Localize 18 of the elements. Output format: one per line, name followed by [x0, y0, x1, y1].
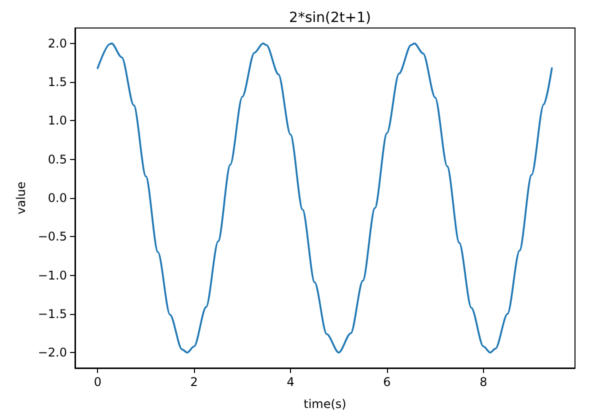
- x-tick-label: 2: [190, 375, 198, 389]
- y-tick-label: −2.0: [38, 346, 67, 360]
- y-tick-label: 0.5: [48, 152, 67, 166]
- x-tick-label: 0: [94, 375, 102, 389]
- x-tick-label: 8: [480, 375, 488, 389]
- x-tick-label: 4: [286, 375, 294, 389]
- chart-title: 2*sin(2t+1): [289, 10, 371, 26]
- y-tick-label: 1.0: [48, 114, 67, 128]
- x-tick-label: 6: [383, 375, 391, 389]
- y-tick-label: 1.5: [48, 75, 67, 90]
- y-axis-title: value: [14, 182, 28, 214]
- y-tick-label: −0.5: [38, 230, 67, 244]
- y-tick-label: 2.0: [48, 36, 67, 50]
- y-tick-label: −1.0: [38, 268, 67, 282]
- line-series: [96, 42, 553, 354]
- y-tick-label: −1.5: [38, 306, 67, 321]
- y-tick-label: 0.0: [48, 191, 67, 205]
- x-axis-title: time(s): [304, 397, 346, 411]
